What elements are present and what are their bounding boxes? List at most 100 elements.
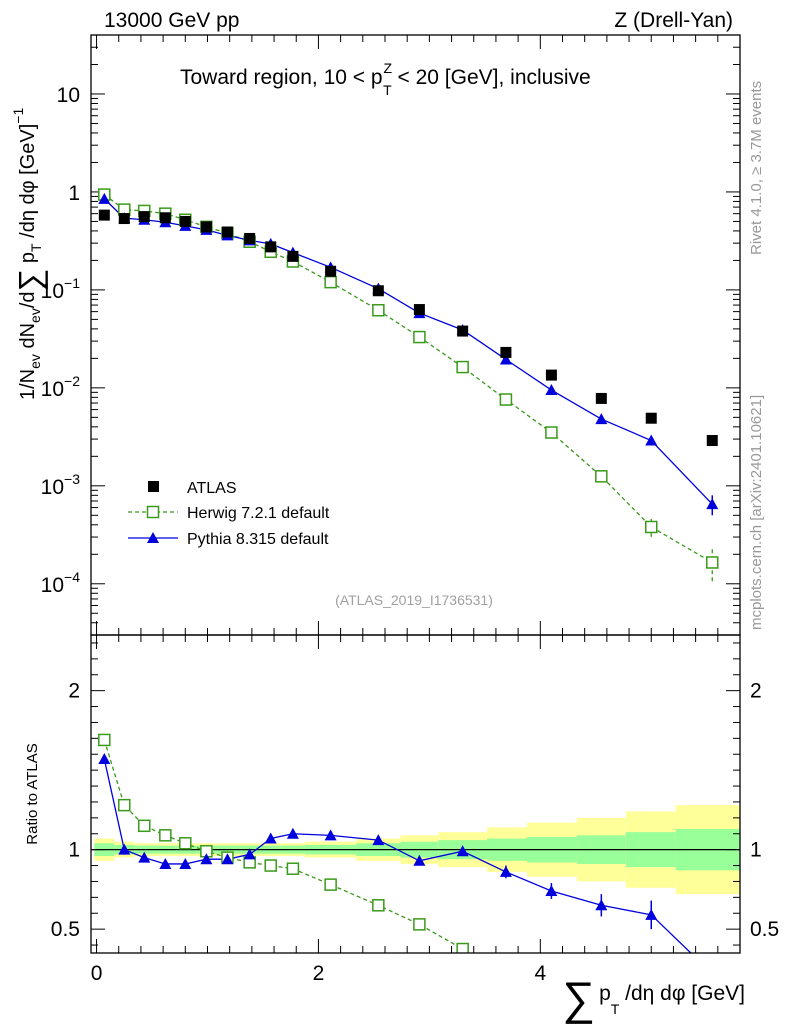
atlas-point (244, 232, 256, 244)
ratio-y-tick-label: 2 (68, 680, 80, 703)
mcplots-reference-label: mcplots.cern.ch [arXiv:2401.10621] (748, 395, 765, 630)
main-y-tick-label: 10 (57, 84, 80, 107)
ratio-pythia-point (324, 829, 337, 841)
ratio-pythia-point (159, 857, 172, 869)
legend-pythia-label: Pythia 8.315 default (187, 531, 329, 548)
legend-pythia-marker (147, 532, 159, 543)
ratio-frame (90, 634, 741, 954)
main-y-tick-base: 1 (68, 182, 80, 205)
ratio-herwig-point (324, 878, 337, 891)
herwig-point (413, 330, 426, 344)
ratio-pythia-point (499, 865, 512, 877)
atlas-point (179, 215, 191, 227)
main-y-tick-base: 10 (41, 280, 64, 303)
herwig-point (324, 275, 337, 289)
main-y-tick-exponent: −3 (64, 471, 80, 487)
ratio-herwig-point (98, 733, 111, 747)
ratio-pythia-point (200, 853, 213, 865)
main-data-layer (98, 188, 719, 582)
atlas-point (138, 211, 150, 223)
pythia-point (706, 498, 719, 510)
herwig-point (644, 520, 658, 534)
legend-herwig-marker (146, 505, 160, 519)
legend-herwig-label: Herwig 7.2.1 default (187, 505, 330, 522)
ratio-pythia-point (706, 968, 718, 979)
atlas-point (325, 265, 337, 277)
atlas-point (645, 412, 657, 424)
atlas-point (287, 250, 299, 262)
herwig-point (595, 470, 608, 483)
ratio-pythia-point (98, 753, 111, 765)
x-tick-label: 0 (91, 962, 103, 985)
ratio-herwig-point (413, 918, 426, 931)
ratio-pythia-point (645, 908, 658, 920)
ratio-herwig-point (264, 859, 277, 872)
ratio-axis-ticks: 2 2 1 1 0.5 0.5 0 2 4 (51, 635, 779, 985)
ratio-pythia-point (243, 848, 256, 860)
main-y-tick-exponent: −2 (64, 373, 80, 389)
atlas-point (159, 212, 171, 224)
atlas-point (500, 346, 512, 358)
atlas-point (457, 325, 469, 337)
atlas-point (413, 304, 425, 316)
ratio-y-axis-label: Ratio to ATLAS (24, 743, 41, 844)
ratio-panel: 2 2 1 1 0.5 0.5 0 2 4 (51, 634, 779, 985)
main-y-tick-base: 10 (41, 574, 64, 597)
ratio-pythia-point (179, 857, 192, 869)
ratio-pythia-point (286, 827, 299, 839)
ratio-herwig-point (159, 829, 172, 842)
x-axis-label: ∑ pT /dη dφ [GeV] (562, 972, 745, 1024)
herwig-point (706, 556, 719, 569)
main-y-tick-label: 10−3 (41, 471, 81, 499)
pythia-point (499, 353, 512, 365)
atlas-point (221, 226, 233, 238)
ratio-herwig-point (179, 837, 192, 850)
herwig-point (456, 360, 469, 374)
ratio-y-tick-label-right: 0.5 (750, 918, 779, 941)
atlas-point (595, 392, 607, 404)
main-title: Toward region, 10 < pZ T < 20 [GeV], incl… (180, 60, 591, 98)
x-tick-label: 2 (313, 962, 325, 985)
pythia-point (645, 434, 658, 446)
ratio-pythia-point (138, 851, 151, 863)
ratio-y-tick-label-right: 2 (750, 680, 762, 703)
ratio-pythia-point (264, 832, 277, 844)
herwig-point (372, 303, 385, 317)
ratio-pythia-point (221, 853, 234, 865)
ratio-herwig-point (456, 942, 469, 953)
ratio-herwig-point (138, 819, 151, 833)
main-y-tick-label: 10−2 (41, 373, 81, 401)
pythia-point (545, 384, 558, 396)
main-y-tick-exponent: −1 (64, 275, 80, 291)
atlas-point (200, 221, 212, 233)
main-y-tick-base: 10 (57, 84, 80, 107)
ratio-herwig-point (118, 798, 131, 812)
ratio-y-tick-label: 0.5 (51, 918, 80, 941)
main-y-tick-label: 1 (68, 182, 80, 205)
atlas-point (372, 285, 384, 297)
rivet-version-label: Rivet 4.1.0, ≥ 3.7M events (748, 81, 765, 255)
analysis-watermark: (ATLAS_2019_I1736531) (335, 592, 493, 608)
pythia-line (103, 198, 713, 505)
main-y-tick-label: 10−1 (41, 275, 81, 303)
atlas-point (265, 241, 277, 253)
atlas-point (118, 213, 130, 225)
main-y-tick-base: 10 (41, 476, 64, 499)
main-y-tick-label: 10−4 (41, 569, 81, 597)
atlas-point (706, 435, 718, 447)
herwig-point (545, 426, 558, 439)
ratio-herwig-point (372, 899, 385, 912)
header-left-label: 13000 GeV pp (104, 9, 239, 32)
pythia-point (98, 192, 111, 204)
ratio-pythia-point (372, 834, 385, 846)
pythia-point (595, 413, 608, 425)
ratio-y-tick-label: 1 (68, 839, 80, 862)
ratio-pythia-point (118, 843, 131, 855)
atlas-point (545, 369, 557, 381)
main-y-tick-exponent: −4 (64, 569, 80, 585)
ratio-pythia-point (456, 845, 469, 857)
atlas-point (98, 209, 110, 221)
